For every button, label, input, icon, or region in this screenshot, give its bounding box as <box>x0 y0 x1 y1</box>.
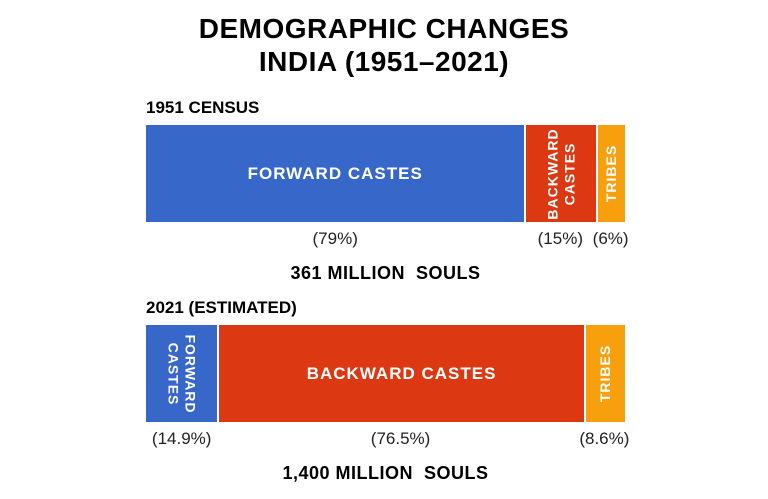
section-label-1951: 1951 CENSUS <box>146 98 260 117</box>
percent-label-backward-2021: (76.5%) <box>370 429 431 448</box>
percent-label-forward-2021: (14.9%) <box>151 429 212 448</box>
segment-backward-castes-2021: BACKWARD CASTES <box>217 325 584 422</box>
segment-tribes-2021: TRIBES <box>583 325 625 422</box>
section-2021: 2021 (ESTIMATED) FORWARD CASTES BACKWARD… <box>146 298 630 484</box>
segment-label-backward-castes-1951: BACKWARD CASTES <box>544 127 578 220</box>
percent-label-backward-1951: (15%) <box>537 229 583 248</box>
chart-content: 1951 CENSUS FORWARD CASTES BACKWARD CAST… <box>146 98 630 484</box>
section-1951: 1951 CENSUS FORWARD CASTES BACKWARD CAST… <box>146 98 629 284</box>
stacked-bar-2021: FORWARD CASTES BACKWARD CASTES TRIBES <box>146 325 625 422</box>
segment-forward-castes-1951: FORWARD CASTES <box>146 125 525 222</box>
chart-title-line2: INDIA (1951–2021) <box>258 46 510 77</box>
percent-row-2021: (14.9%) (76.5%) (8.6%) <box>146 428 630 450</box>
percent-label-tribes-2021: (8.6%) <box>579 429 630 448</box>
total-souls-1951: 361 MILLION SOULS <box>290 263 481 283</box>
segment-label-forward-castes-1951: FORWARD CASTES <box>247 163 423 183</box>
percent-label-tribes-1951: (6%) <box>592 229 629 248</box>
segment-label-forward-castes-2021: FORWARD CASTES <box>165 333 199 414</box>
percent-label-forward-1951: (79%) <box>312 229 358 248</box>
segment-label-backward-castes-2021: BACKWARD CASTES <box>306 363 497 383</box>
total-souls-2021: 1,400 MILLION SOULS <box>282 463 489 483</box>
chart-title-line1: DEMOGRAPHIC CHANGES <box>198 13 570 44</box>
stacked-bar-1951: FORWARD CASTES BACKWARD CASTES TRIBES <box>146 125 625 222</box>
segment-tribes-1951: TRIBES <box>596 125 625 222</box>
percent-row-1951: (79%) (15%) (6%) <box>146 228 629 250</box>
segment-forward-castes-2021: FORWARD CASTES <box>146 325 218 422</box>
segment-backward-castes-1951: BACKWARD CASTES <box>524 125 597 222</box>
segment-label-tribes-1951: TRIBES <box>603 144 620 203</box>
chart-title: DEMOGRAPHIC CHANGES INDIA (1951–2021) <box>0 0 768 78</box>
segment-label-tribes-2021: TRIBES <box>596 344 613 403</box>
section-label-2021: 2021 (ESTIMATED) <box>146 298 297 317</box>
